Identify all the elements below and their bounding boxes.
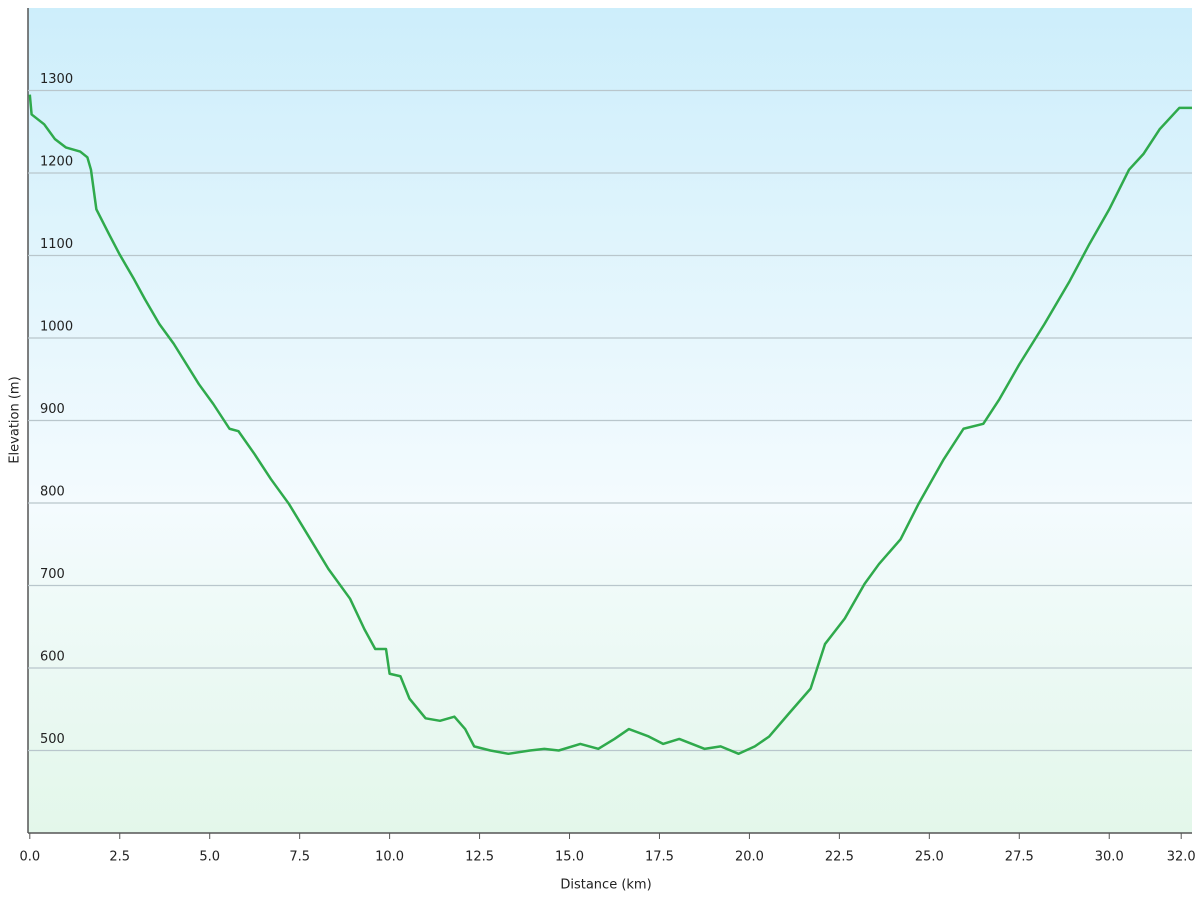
- y-tick-label: 800: [40, 485, 65, 500]
- y-tick-label: 1100: [40, 237, 73, 252]
- x-tick-label: 22.5: [825, 850, 854, 865]
- y-tick-label: 500: [40, 732, 65, 747]
- y-tick-label: 600: [40, 650, 65, 665]
- x-tick-label: 20.0: [735, 850, 764, 865]
- x-tick-label: 25.0: [915, 850, 944, 865]
- x-tick-label: 27.5: [1005, 850, 1034, 865]
- x-axis-title: Distance (km): [560, 878, 651, 893]
- y-axis-title: Elevation (m): [8, 376, 23, 463]
- x-tick-label: 7.5: [289, 850, 310, 865]
- y-tick-label: 1200: [40, 155, 73, 170]
- x-tick-label: 30.0: [1095, 850, 1124, 865]
- x-tick-label: 32.0: [1167, 850, 1196, 865]
- x-tick-label: 5.0: [199, 850, 220, 865]
- x-tick-label: 12.5: [465, 850, 494, 865]
- elevation-line: [28, 94, 1192, 756]
- x-tick-label: 10.0: [375, 850, 404, 865]
- x-tick-label: 2.5: [109, 850, 130, 865]
- y-tick-label: 1000: [40, 320, 73, 335]
- y-tick-label: 700: [40, 567, 65, 582]
- x-tick-label: 15.0: [555, 850, 584, 865]
- y-tick-label: 900: [40, 402, 65, 417]
- x-tick-label: 17.5: [645, 850, 674, 865]
- x-tick-label: 0.0: [19, 850, 40, 865]
- y-tick-label: 1300: [40, 72, 73, 87]
